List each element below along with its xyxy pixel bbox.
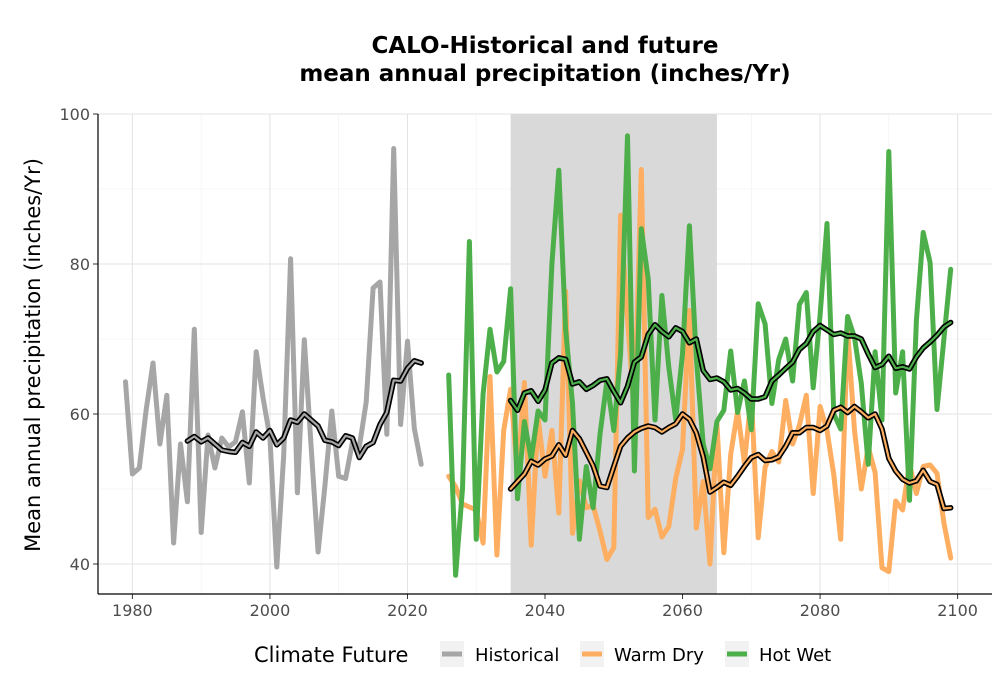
legend-entry-historical: Historical bbox=[440, 641, 559, 667]
legend-entries: Historical Warm Dry Hot Wet bbox=[440, 641, 831, 667]
legend: Climate Future Historical Warm Dry Hot Wet bbox=[254, 641, 831, 667]
chart-title-line1: CALO-Historical and future bbox=[372, 33, 719, 59]
legend-label: Warm Dry bbox=[614, 645, 704, 666]
chart-title-line2: mean annual precipitation (inches/Yr) bbox=[299, 61, 790, 87]
legend-entry-warm-dry: Warm Dry bbox=[580, 641, 704, 667]
legend-entry-hot-wet: Hot Wet bbox=[725, 641, 831, 667]
x-tick-label: 2020 bbox=[387, 601, 428, 620]
x-tick-label: 2060 bbox=[662, 601, 703, 620]
moving-average-historical bbox=[186, 359, 423, 459]
x-tick-label: 2100 bbox=[937, 601, 978, 620]
chart-title: CALO-Historical and future mean annual p… bbox=[299, 33, 790, 87]
series-line-hot-wet bbox=[446, 133, 954, 578]
x-tick-label: 2040 bbox=[525, 601, 566, 620]
x-tick-label: 2080 bbox=[800, 601, 841, 620]
y-tick-label: 60 bbox=[70, 405, 90, 424]
x-tick-label: 2000 bbox=[250, 601, 291, 620]
y-tick-label: 80 bbox=[70, 255, 90, 274]
moving-average-warm-dry bbox=[509, 405, 952, 510]
legend-label: Hot Wet bbox=[759, 645, 831, 666]
y-axis-label: Mean annual precipitation (inches/Yr) bbox=[21, 158, 45, 552]
y-tick-label: 40 bbox=[70, 555, 90, 574]
legend-label: Historical bbox=[475, 645, 559, 666]
legend-title: Climate Future bbox=[254, 643, 408, 667]
x-tick-label: 1980 bbox=[112, 601, 153, 620]
series-line-historical bbox=[123, 146, 424, 570]
axes: 1980 2000 2020 2040 2060 2080 2100 40 60 80 100 bbox=[59, 105, 992, 620]
series-lines bbox=[123, 133, 954, 578]
y-tick-label: 100 bbox=[59, 105, 90, 124]
moving-average-hot-wet bbox=[509, 321, 952, 412]
